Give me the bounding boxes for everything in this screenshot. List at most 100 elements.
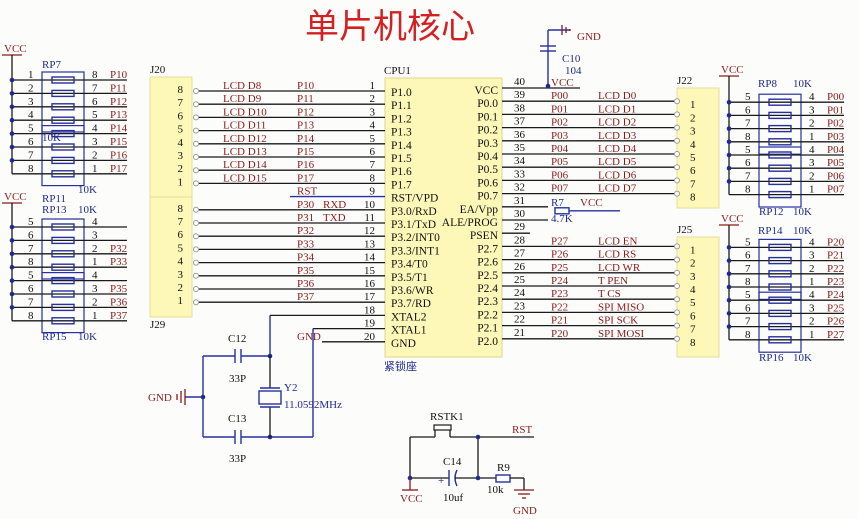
net-label: LCD D15	[223, 172, 267, 184]
rpack-pin-number: 3	[28, 96, 34, 108]
net-label: P03	[827, 131, 845, 143]
junction-dot	[726, 99, 732, 105]
rpack-pin-number: 3	[92, 229, 98, 241]
c13-ref: C13	[228, 413, 247, 425]
vcc-label: VCC	[721, 64, 744, 76]
cpu-pin-number: 12	[364, 225, 375, 237]
header-pin-number: 7	[178, 216, 184, 228]
resistor-icon	[768, 243, 792, 252]
cpu-pin-name: P1.2	[391, 113, 412, 125]
cpu-pin-number: 11	[364, 212, 375, 224]
c14-polarity: +	[438, 475, 444, 487]
header-pin-number: 4	[690, 284, 696, 296]
net-label: P32	[110, 243, 127, 255]
cpu-pin-number: 18	[364, 304, 376, 316]
cpu-pin-name: P1.5	[391, 153, 412, 165]
cpu-pin-name: P3.5/T1	[391, 272, 428, 284]
net-label: P17	[110, 163, 128, 175]
header-pin-icon	[193, 180, 199, 187]
net-label: TXD	[323, 212, 346, 224]
rpack-pin-number: 3	[809, 157, 815, 169]
c12-ref: C12	[228, 333, 246, 345]
rpack-pin-number: 3	[92, 283, 98, 295]
cpu-pin-number: 21	[514, 327, 525, 339]
header-pin-number: 3	[690, 271, 696, 283]
net-label: P11	[110, 82, 127, 94]
resistor-icon	[51, 290, 75, 298]
rpack-pin-number: 7	[745, 118, 751, 130]
net-label: P00	[827, 91, 845, 103]
rpack-ref: RP8	[758, 78, 777, 90]
rpack-pin-number: 1	[809, 276, 815, 288]
net-label: LCD D10	[223, 106, 267, 118]
net-label: SPI MISO	[598, 301, 644, 313]
header-pin-number: 4	[690, 139, 696, 151]
rpack-ref: RP13	[42, 204, 67, 216]
cpu-pin-number: 6	[370, 146, 376, 158]
header-pin-icon	[193, 246, 199, 253]
header-pin-number: 1	[178, 295, 184, 307]
rpack-pin-number: 5	[745, 91, 751, 103]
resistor-icon	[51, 276, 75, 285]
cpu-pin-number: 35	[514, 142, 526, 154]
header-pin-number: 8	[178, 203, 184, 215]
rpack-pin-number: 3	[809, 250, 815, 262]
cpu-pin-number: 37	[514, 116, 526, 128]
junction-dot	[726, 271, 732, 277]
header-pin-icon	[193, 233, 199, 240]
header-pin-number: 1	[178, 176, 184, 188]
junction-dot	[726, 284, 732, 290]
cpu-pin-name: P2.0	[477, 336, 498, 348]
rpack-pin-number: 6	[28, 136, 34, 148]
rpack-pin-number: 3	[92, 136, 98, 148]
header-pin-number: 8	[690, 192, 696, 204]
cpu-pin-name: EA/Vpp	[460, 204, 499, 216]
cpu-pin-number: 40	[514, 76, 526, 88]
rpack-pin-number: 6	[745, 250, 751, 262]
rpack-pin-number: 8	[745, 184, 751, 196]
c14-value: 10uf	[443, 492, 464, 504]
net-label: RXD	[323, 199, 346, 211]
rpack-pin-number: 6	[745, 157, 751, 169]
rpack-pin-number: 4	[809, 91, 815, 103]
rpack-value: 10K	[793, 78, 812, 90]
cpu-pin-name: P1.1	[391, 100, 412, 112]
rpack-pin-number: 5	[92, 109, 98, 121]
header-pin-number: 3	[178, 269, 184, 281]
rstk1-ref: RSTK1	[430, 411, 464, 423]
header-pin-icon	[674, 296, 680, 303]
cpu-pin-number: 14	[364, 252, 376, 264]
net-label: GND	[297, 331, 321, 343]
resistor-icon	[768, 270, 792, 278]
net-label: P16	[110, 149, 128, 161]
resistor-icon	[51, 143, 75, 151]
header-pin-icon	[193, 220, 199, 226]
cpu-pin-name: VCC	[474, 85, 498, 97]
header-pin-icon	[674, 177, 680, 184]
net-label: LCD D8	[223, 80, 262, 92]
cpu-pin-name: RST/VPD	[391, 193, 438, 205]
header-pin-number: 7	[690, 324, 696, 336]
header-pin-icon	[193, 286, 199, 292]
net-label: P24	[827, 289, 845, 301]
resistor-icon	[768, 190, 792, 199]
header-pin-number: 1	[690, 244, 696, 256]
cpu-pin-name: P2.2	[477, 309, 498, 321]
rpack-pin-number: 2	[809, 263, 815, 275]
net-label: LCD D13	[223, 146, 267, 158]
rpack-ref: RP16	[759, 352, 784, 364]
header-pin-icon	[193, 101, 199, 108]
net-label: P21	[551, 315, 568, 327]
y2-ref: Y2	[284, 382, 297, 394]
resistor-icon	[768, 256, 792, 265]
rpack-pin-number: 1	[28, 69, 34, 81]
rpack-pin-number: 2	[809, 170, 815, 182]
header-pin-number: 5	[178, 124, 184, 136]
rpack-pin-number: 6	[28, 283, 34, 295]
header-pin-number: 3	[178, 150, 184, 162]
cpu-pin-name: P3.1/TxD	[391, 219, 436, 231]
cpu-pin-name: P0.7	[477, 191, 498, 203]
header-pin-number: 5	[690, 297, 696, 309]
resistor-network-icon	[41, 71, 85, 133]
net-label: P10	[110, 69, 128, 81]
